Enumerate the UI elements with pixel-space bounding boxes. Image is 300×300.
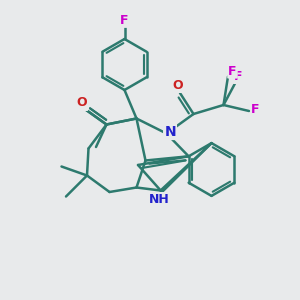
Text: O: O xyxy=(76,97,87,110)
Text: F: F xyxy=(234,70,242,83)
Text: O: O xyxy=(76,96,87,110)
Text: F: F xyxy=(228,64,237,78)
Text: NH: NH xyxy=(150,194,171,207)
Text: F: F xyxy=(120,14,129,27)
Text: N: N xyxy=(164,124,176,138)
Text: NH: NH xyxy=(148,193,170,206)
Text: N: N xyxy=(164,125,176,139)
Text: F: F xyxy=(251,103,260,116)
Text: O: O xyxy=(172,79,183,92)
